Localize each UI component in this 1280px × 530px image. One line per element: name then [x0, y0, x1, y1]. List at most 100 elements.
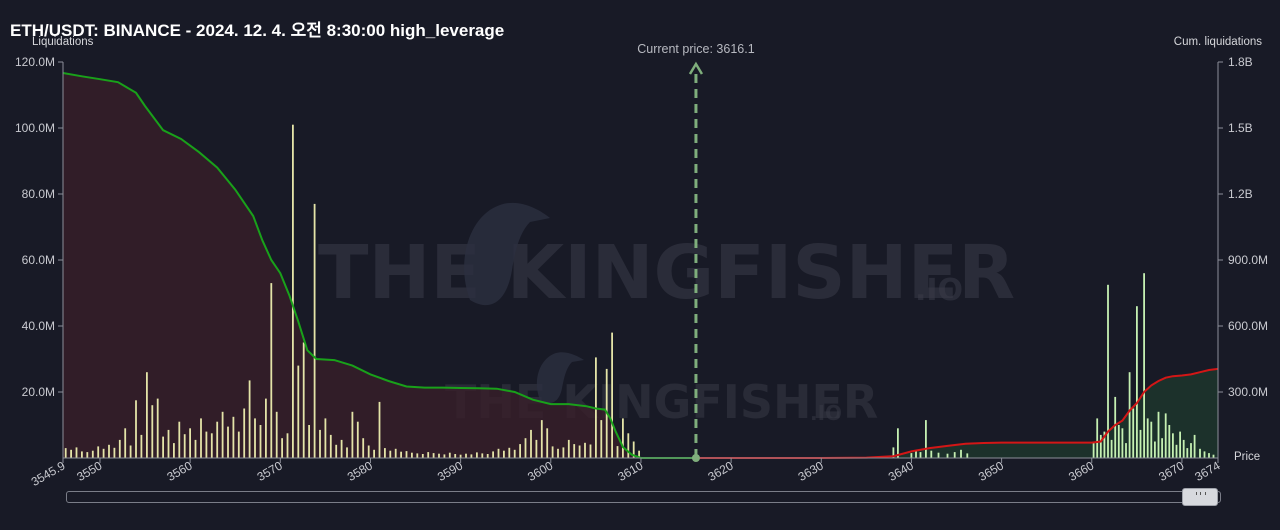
liquidation-bar [1099, 434, 1102, 458]
liquidation-bar [378, 401, 381, 458]
liquidation-bar [411, 452, 413, 458]
liquidation-bar [1164, 413, 1167, 458]
liquidation-bar [1179, 431, 1181, 458]
liquidation-bar [70, 449, 72, 459]
right-axis-title: Cum. liquidations [1174, 36, 1262, 48]
liquidation-bar [329, 434, 332, 458]
liquidation-bars [64, 124, 1215, 459]
liquidation-bar [1092, 441, 1095, 458]
liquidation-bar [1193, 434, 1196, 458]
liquidation-bar [400, 451, 402, 458]
liquidation-bar [632, 441, 635, 458]
liquidation-bar [925, 420, 927, 458]
left-tick-label: 80.0M [22, 187, 55, 201]
liquidation-bar [448, 452, 451, 458]
liquidation-bar [524, 438, 527, 458]
liquidation-bar [454, 454, 457, 458]
scrollbar-handle[interactable] [1182, 488, 1218, 506]
liquidation-bar [248, 380, 251, 458]
liquidation-bar [292, 124, 294, 458]
liquidation-bar [308, 425, 310, 458]
right-tick-label: 600.0M [1228, 319, 1268, 333]
liquidation-bar [600, 420, 603, 458]
liquidation-bar [118, 439, 121, 458]
liquidation-bar [513, 449, 516, 459]
left-tick-label: 20.0M [22, 385, 55, 399]
liquidation-bar [459, 454, 462, 458]
watermark-suffix: .IO [810, 401, 842, 425]
left-tick-label: 60.0M [22, 253, 55, 267]
liquidation-bar [897, 428, 899, 458]
liquidation-bar [319, 429, 321, 458]
liquidation-bar [966, 453, 969, 458]
range-scrollbar[interactable] [66, 488, 1221, 506]
chart-title: ETH/USDT: BINANCE - 2024. 12. 4. 오전 8:30… [10, 21, 505, 40]
liquidation-bar [1136, 306, 1138, 458]
liquidation-bar [562, 447, 565, 458]
liquidation-bar [135, 400, 137, 459]
cumulative-line [62, 72, 696, 459]
left-tick-label: 40.0M [22, 319, 55, 333]
liquidation-bar [919, 452, 922, 458]
liquidation-bar [1150, 421, 1153, 458]
liquidation-bar [405, 451, 408, 458]
watermark-text: THE KINGFISHER [318, 230, 1015, 316]
liquidation-bar [221, 411, 224, 458]
liquidation-bar [476, 452, 478, 458]
liquidation-bar [156, 398, 159, 458]
left-tick-label: 120.0M [15, 55, 55, 69]
x-axis-title: Price [1234, 451, 1260, 463]
liquidation-bar [1199, 448, 1201, 458]
right-tick-label: 1.8B [1228, 55, 1253, 69]
liquidation-bar [297, 365, 300, 458]
liquidation-bar [573, 444, 576, 458]
liquidation-bar [346, 447, 348, 458]
liquidation-bar [1186, 448, 1189, 458]
liquidation-bar [1208, 453, 1210, 458]
liquidation-bar [508, 447, 511, 458]
right-tick-label: 1.5B [1228, 121, 1253, 135]
liquidation-bar [227, 426, 229, 458]
liquidation-bar [1121, 428, 1124, 458]
left-tick-label: 100.0M [15, 121, 55, 135]
liquidation-bar [102, 448, 105, 458]
liquidation-bar [108, 444, 110, 458]
liquidation-bar [1190, 443, 1192, 458]
liquidation-bar [421, 454, 424, 458]
liquidation-bar [616, 446, 619, 458]
liquidation-bar [611, 332, 613, 458]
liquidation-bar [497, 448, 500, 458]
liquidation-bar [1139, 429, 1142, 458]
liquidation-bar [183, 434, 186, 458]
liquidation-bar [960, 449, 962, 459]
liquidation-bar [1114, 396, 1117, 458]
liquidation-bar [584, 442, 586, 458]
liquidation-bar [1103, 431, 1106, 458]
liquidation-bar [1132, 408, 1135, 458]
liquidation-bar [1161, 438, 1163, 458]
liquidation-bar [1110, 439, 1113, 458]
liquidation-bar [281, 438, 283, 458]
liquidation-bar [232, 416, 235, 459]
liquidation-bar [75, 447, 78, 458]
liquidation-bar [286, 433, 289, 459]
current-price-dot [691, 454, 700, 462]
liquidation-bar [1168, 425, 1171, 458]
liquidation-bar [892, 447, 895, 458]
liquidation-bar [438, 453, 440, 458]
liquidation-bar [302, 342, 305, 458]
liquidation-bar [946, 453, 949, 458]
liquidation-bar [416, 453, 419, 458]
liquidation-bar [627, 433, 630, 459]
liquidation-bar [427, 452, 430, 458]
liquidation-bar [124, 428, 127, 458]
liquidation-bar [622, 418, 624, 458]
liquidation-bar [64, 448, 67, 458]
liquidation-bar [1172, 433, 1174, 459]
right-tick-label: 300.0M [1228, 385, 1268, 399]
liquidation-bar [1146, 418, 1149, 458]
kingfisher-logo-icon [464, 202, 550, 306]
liquidation-bar [97, 446, 100, 458]
liquidation-bar [140, 434, 143, 458]
